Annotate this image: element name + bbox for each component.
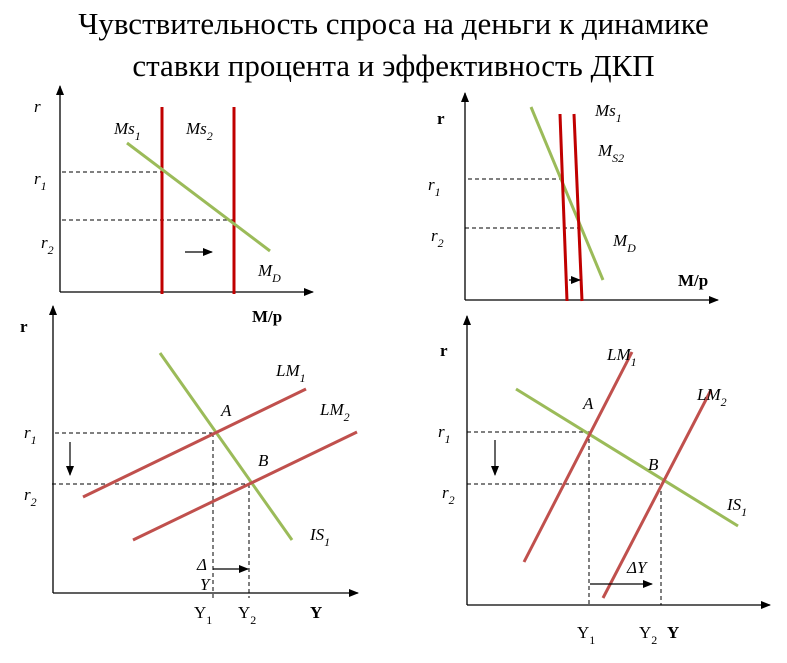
y-axis-label: r <box>20 317 28 336</box>
r2-label: r2 <box>24 485 37 509</box>
slide-title-line-1: Чувствительность спроса на деньги к дина… <box>78 6 709 41</box>
is1-label: IS1 <box>726 495 747 519</box>
panel-money-market-inelastic: r r1 r2 Ms1 MS2 MD M/p <box>428 92 719 304</box>
x-axis-label: Y <box>310 603 322 622</box>
y1-label: Y1 <box>577 623 595 647</box>
lm1-line <box>522 351 634 563</box>
x-axis-label: M/p <box>252 307 282 326</box>
ms2-line <box>572 113 584 302</box>
ms2-label: MS2 <box>597 141 624 165</box>
lm2-line <box>132 430 358 542</box>
delta-label: Δ <box>196 555 207 574</box>
md-line <box>529 106 605 281</box>
point-b-label: B <box>258 451 269 470</box>
r2-label: r2 <box>442 483 455 507</box>
md-line <box>126 141 271 253</box>
point-a-label: A <box>582 394 594 413</box>
delta-y-label: Y <box>200 575 211 594</box>
panel-is-lm-steep: r r1 r2 LM1 LM2 IS1 A B ΔY Y1 Y2 Y <box>438 315 771 647</box>
delta-y-label: ΔY <box>626 558 648 577</box>
y-axis-label: r <box>437 109 445 128</box>
lm2-label: LM2 <box>696 385 727 409</box>
is1-line <box>158 352 294 541</box>
point-a-label: A <box>220 401 232 420</box>
r1-label: r1 <box>24 423 37 447</box>
panel-is-lm-flat: r r1 r2 LM1 LM2 IS1 A B Δ Y Y1 Y2 Y <box>20 305 359 627</box>
y-axis-label: r <box>440 341 448 360</box>
y2-label: Y2 <box>639 623 657 647</box>
ms1-line <box>558 113 569 302</box>
x-axis-label: Y <box>667 623 679 642</box>
ms1-label: Ms1 <box>113 119 141 143</box>
r1-label: r1 <box>438 422 451 446</box>
slide-title-line-2: ставки процента и эффективность ДКП <box>132 48 655 83</box>
is1-line <box>515 387 739 528</box>
y-axis-label: r <box>34 97 41 116</box>
lm2-line <box>601 389 713 599</box>
is1-label: IS1 <box>309 525 330 549</box>
r1-label: r1 <box>34 169 47 193</box>
ms2-label: Ms2 <box>185 119 213 143</box>
point-b-label: B <box>648 455 659 474</box>
r1-label: r1 <box>428 175 441 199</box>
lm1-label: LM1 <box>606 345 637 369</box>
ms1-label: Ms1 <box>594 101 622 125</box>
lm2-label: LM2 <box>319 400 350 424</box>
r2-label: r2 <box>431 226 444 250</box>
md-label: MD <box>612 231 636 255</box>
y1-label: Y1 <box>194 603 212 627</box>
r2-label: r2 <box>41 233 54 257</box>
panel-money-market-elastic: r r1 r2 Ms1 Ms2 MD M/p <box>34 85 314 326</box>
lm1-line <box>82 387 307 499</box>
x-axis-label: M/p <box>678 271 708 290</box>
md-label: MD <box>257 261 281 285</box>
lm1-label: LM1 <box>275 361 306 385</box>
y2-label: Y2 <box>238 603 256 627</box>
